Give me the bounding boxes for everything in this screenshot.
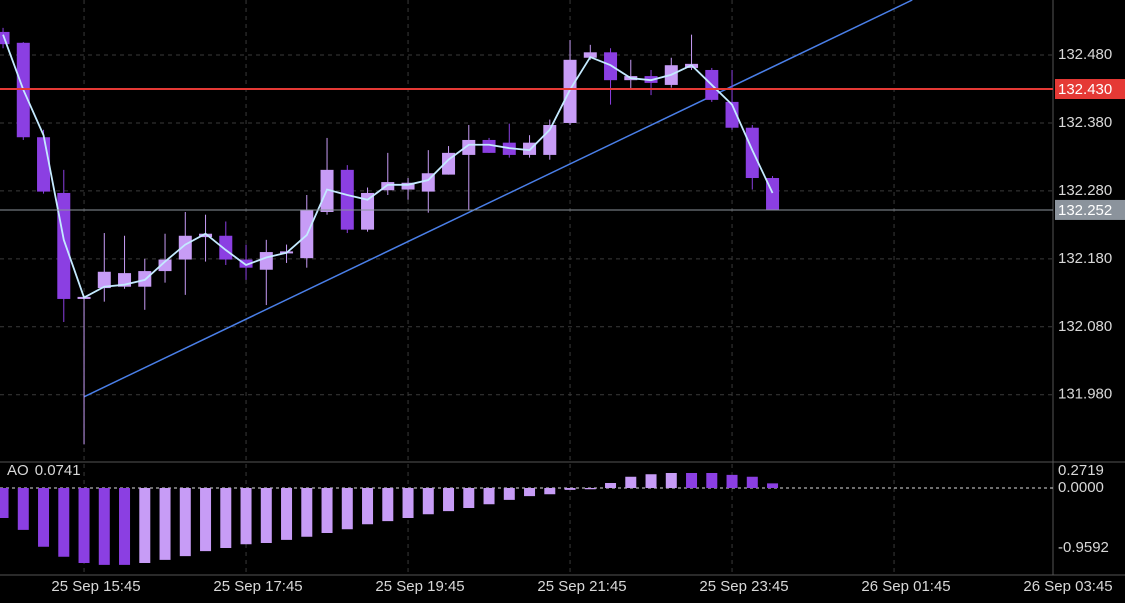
ao-bar xyxy=(341,488,353,530)
ao-bar xyxy=(119,488,131,565)
y-tick-label: -0.9592 xyxy=(1058,539,1109,556)
ao-bar xyxy=(220,488,232,548)
ao-bar xyxy=(38,488,50,547)
ao-bar xyxy=(483,488,495,505)
candle-body xyxy=(259,252,273,270)
ao-bar xyxy=(321,488,333,533)
y-tick-label: 132.280 xyxy=(1058,182,1112,199)
indicator-line xyxy=(2,34,774,299)
price-tag-label: 132.252 xyxy=(1058,202,1112,219)
ao-bar xyxy=(402,488,414,518)
trendline xyxy=(83,0,913,398)
candle-body xyxy=(158,259,172,272)
candle-body xyxy=(340,169,354,230)
candle-body xyxy=(725,101,739,128)
x-tick-label: 25 Sep 15:45 xyxy=(51,578,140,595)
candle-body xyxy=(199,233,213,238)
price-tag xyxy=(1055,199,1125,220)
candle-body xyxy=(219,235,233,260)
ao-bar xyxy=(706,473,718,488)
y-tick-label: 131.980 xyxy=(1058,386,1112,403)
ao-bar xyxy=(422,488,434,515)
candle-body xyxy=(57,192,71,299)
ao-bar xyxy=(524,488,536,497)
ao-bar xyxy=(78,488,90,563)
x-tick-label: 25 Sep 21:45 xyxy=(537,578,626,595)
y-tick-label: 0.2719 xyxy=(1058,462,1104,479)
ao-bar xyxy=(503,488,515,500)
candle-body xyxy=(462,139,476,155)
ao-bar xyxy=(686,473,698,488)
candle-body xyxy=(401,182,415,190)
ao-bar xyxy=(200,488,212,552)
candle-body xyxy=(37,137,51,192)
ao-bar xyxy=(159,488,171,560)
ao-bar xyxy=(544,488,556,495)
ao-bar xyxy=(17,488,29,530)
candle-body xyxy=(178,235,192,260)
y-tick-label: 0.0000 xyxy=(1058,479,1104,496)
y-tick-label: 132.380 xyxy=(1058,114,1112,131)
ao-bar xyxy=(139,488,151,563)
ao-bar xyxy=(58,488,70,557)
ao-current: 0.0741 xyxy=(35,462,81,479)
x-tick-label: 26 Sep 03:45 xyxy=(1023,578,1112,595)
ao-bar xyxy=(443,488,455,512)
y-tick-label: 132.080 xyxy=(1058,318,1112,335)
x-tick-label: 25 Sep 17:45 xyxy=(213,578,302,595)
ao-bar xyxy=(0,488,9,518)
ao-bar xyxy=(98,488,110,565)
ao-bar xyxy=(301,488,313,537)
x-tick-label: 25 Sep 19:45 xyxy=(375,578,464,595)
ao-bar xyxy=(281,488,293,540)
ao-bar xyxy=(260,488,272,543)
ao-bar xyxy=(382,488,394,522)
x-tick-label: 25 Sep 23:45 xyxy=(699,578,788,595)
candle-body xyxy=(745,127,759,179)
ao-label: AO 0.0741 xyxy=(7,462,81,479)
ao-bar xyxy=(463,488,475,508)
x-tick-label: 26 Sep 01:45 xyxy=(861,578,950,595)
candle-body xyxy=(239,259,253,268)
candle-body xyxy=(583,52,597,58)
ao-bar xyxy=(726,474,738,488)
ao-name: AO xyxy=(7,462,29,479)
ao-bar xyxy=(584,488,596,490)
y-tick-label: 132.180 xyxy=(1058,250,1112,267)
candle-body xyxy=(97,271,111,289)
ao-bar xyxy=(665,473,677,488)
candle-body xyxy=(381,182,395,191)
price-tag xyxy=(1055,79,1125,100)
ao-bar xyxy=(362,488,374,525)
candle-body xyxy=(482,139,496,153)
ao-bar xyxy=(746,476,758,488)
ao-bar xyxy=(564,488,576,490)
ao-bar xyxy=(605,483,617,488)
ao-bar xyxy=(645,474,657,488)
ao-bar xyxy=(240,488,252,545)
y-tick-label: 132.480 xyxy=(1058,46,1112,63)
price-tag-label: 132.430 xyxy=(1058,81,1112,98)
candle-body xyxy=(361,192,375,230)
ao-bar xyxy=(767,483,779,488)
ao-bar xyxy=(625,476,637,488)
ao-bar xyxy=(179,488,191,557)
